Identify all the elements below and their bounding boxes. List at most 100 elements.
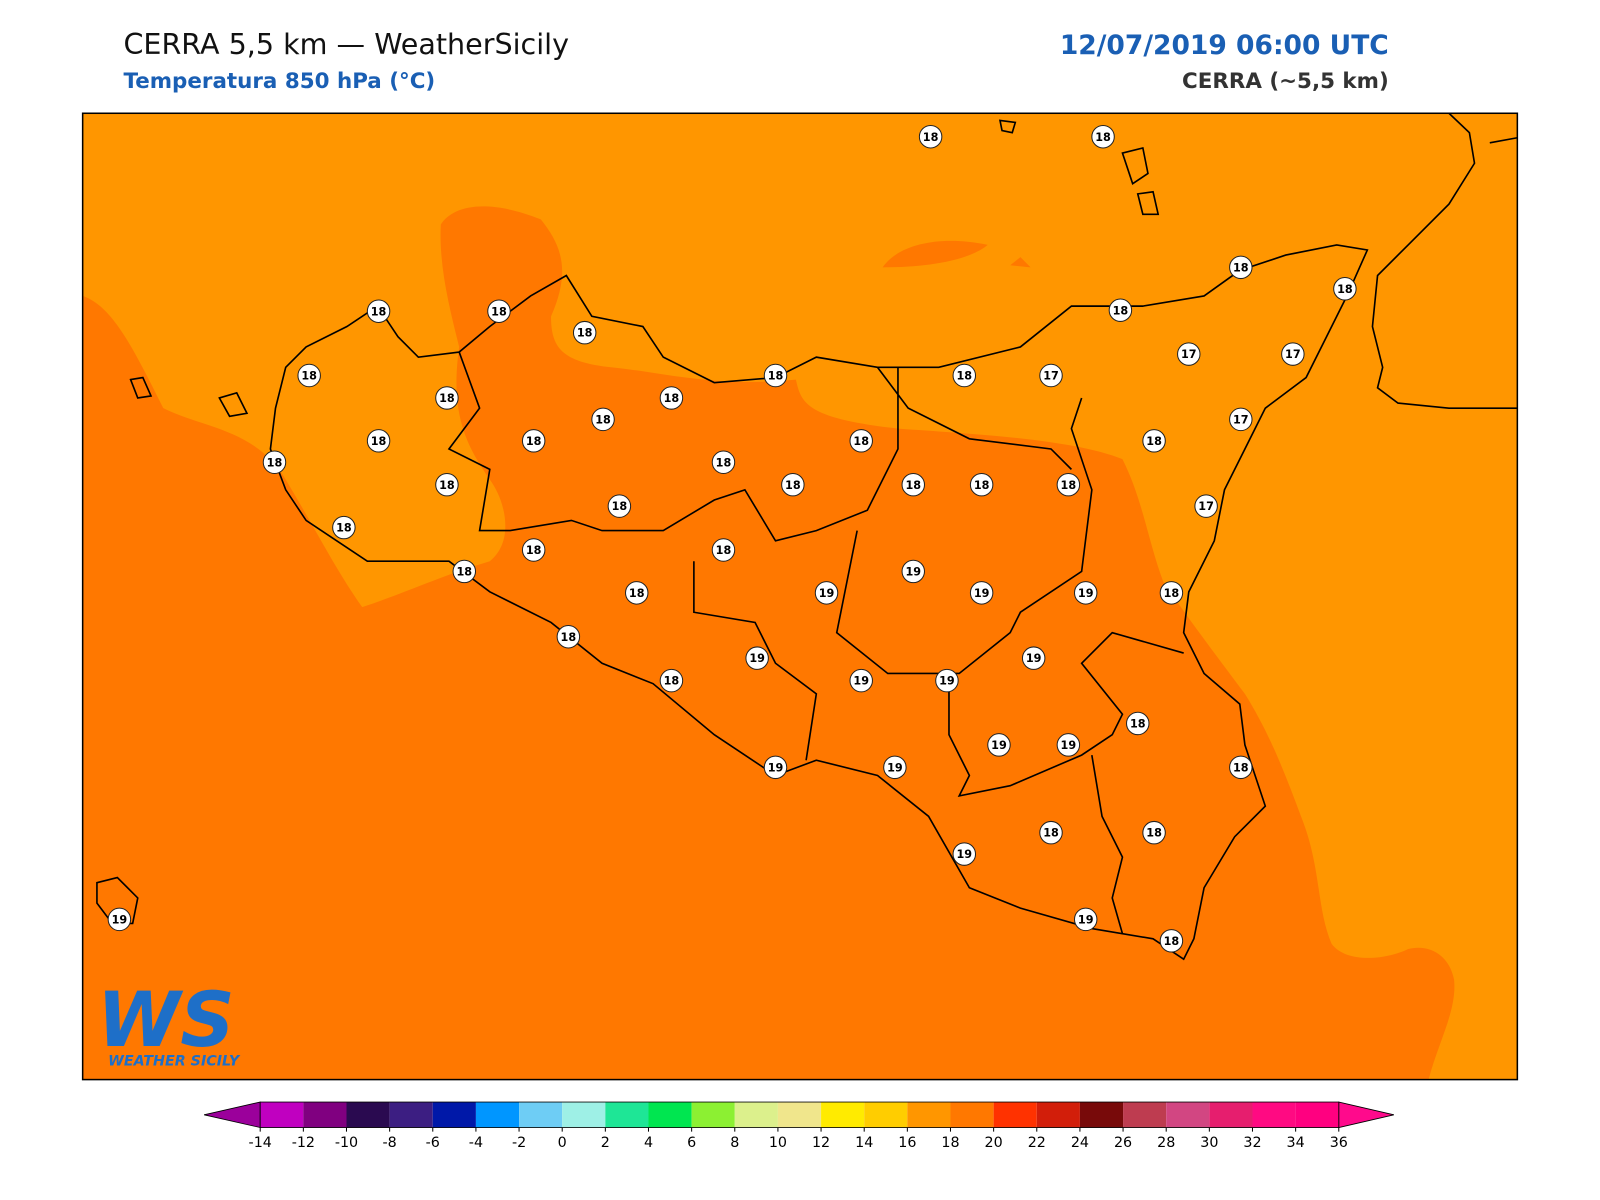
station-marker bbox=[1229, 407, 1253, 432]
station-value: 17 bbox=[1198, 500, 1214, 513]
colorbar-tick-label: 0 bbox=[558, 1135, 567, 1151]
station-value: 18 bbox=[1337, 283, 1353, 296]
station-marker bbox=[849, 429, 873, 453]
station-value: 19 bbox=[956, 848, 972, 861]
station-value: 18 bbox=[301, 370, 317, 383]
subtitle: Temperatura 850 hPa (°C) bbox=[123, 69, 435, 94]
colorbar-tick-label: 26 bbox=[1114, 1135, 1132, 1151]
station-value: 18 bbox=[526, 544, 542, 557]
station-value: 18 bbox=[1146, 827, 1162, 840]
station-marker bbox=[901, 472, 925, 497]
station-value: 18 bbox=[439, 479, 455, 492]
colorbar-segment bbox=[1036, 1102, 1080, 1128]
colorbar-segment bbox=[475, 1102, 520, 1128]
station-marker bbox=[1229, 255, 1253, 280]
station-marker bbox=[435, 386, 459, 410]
station-marker bbox=[556, 625, 581, 649]
station-marker bbox=[1108, 298, 1133, 322]
colorbar-segment bbox=[346, 1102, 390, 1128]
station-value: 18 bbox=[577, 327, 593, 340]
station-marker bbox=[987, 733, 1011, 757]
station-value: 18 bbox=[1146, 435, 1162, 448]
station-value: 19 bbox=[1078, 913, 1094, 926]
colorbar: -14 -12 -10 -8 -6 -4 -2 0 2 4 6 8 10 12 14 16 18 20 22 24 26… bbox=[203, 1101, 1394, 1151]
station-marker bbox=[625, 581, 649, 605]
colorbar-segment bbox=[562, 1102, 606, 1128]
station-value: 17 bbox=[1043, 370, 1059, 383]
colorbar-segment bbox=[648, 1102, 692, 1128]
colorbar-tick-label: 24 bbox=[1071, 1135, 1089, 1151]
station-value: 18 bbox=[853, 435, 869, 448]
station-value: 19 bbox=[905, 566, 921, 579]
station-marker bbox=[745, 646, 769, 670]
station-value: 18 bbox=[1061, 479, 1077, 492]
colorbar-segment bbox=[907, 1102, 951, 1128]
colorbar-frame bbox=[259, 1101, 1340, 1128]
station-value: 19 bbox=[939, 675, 955, 688]
station-marker bbox=[901, 559, 925, 584]
colorbar-tick-label: -8 bbox=[383, 1135, 397, 1151]
colorbar-segment bbox=[303, 1102, 347, 1128]
logo-mark: WS bbox=[97, 976, 235, 1064]
colorbar-segment bbox=[260, 1102, 304, 1128]
station-value: 17 bbox=[1233, 413, 1249, 426]
station-marker bbox=[262, 450, 287, 474]
colorbar-segment bbox=[821, 1102, 865, 1128]
colorbar-segment bbox=[777, 1102, 822, 1128]
station-marker bbox=[1159, 581, 1184, 605]
station-marker bbox=[763, 755, 788, 780]
station-value: 17 bbox=[1285, 348, 1301, 361]
station-value: 18 bbox=[1043, 827, 1059, 840]
colorbar-tick-label: 30 bbox=[1200, 1135, 1218, 1151]
colorbar-tick-label: 32 bbox=[1243, 1135, 1261, 1151]
station-value: 19 bbox=[1026, 652, 1042, 665]
islands bbox=[96, 119, 1160, 925]
station-value: 18 bbox=[768, 370, 784, 383]
colorbar-segment bbox=[1209, 1102, 1253, 1128]
station-marker bbox=[521, 429, 546, 453]
station-marker bbox=[1194, 494, 1218, 518]
colorbar-tick-label: 2 bbox=[601, 1135, 610, 1151]
colorbar-segment bbox=[519, 1102, 563, 1128]
station-marker bbox=[969, 472, 994, 497]
colorbar-tick-label: -2 bbox=[512, 1135, 526, 1151]
map-frame bbox=[81, 112, 1519, 1081]
coastline-sicily bbox=[269, 244, 1369, 961]
model-label: CERRA (~5,5 km) bbox=[1182, 69, 1389, 94]
colorbar-tick-label: 36 bbox=[1330, 1135, 1348, 1151]
station-marker bbox=[1039, 363, 1063, 388]
station-value: 18 bbox=[716, 456, 732, 469]
station-value: 18 bbox=[923, 131, 939, 144]
colorbar-segment bbox=[432, 1102, 476, 1128]
station-value: 19 bbox=[1061, 739, 1077, 752]
logo-name: WEATHER SICILY bbox=[108, 1053, 241, 1069]
station-marker bbox=[1177, 342, 1201, 366]
colorbar-tick-label: -14 bbox=[249, 1135, 272, 1151]
colorbar-over bbox=[1338, 1101, 1394, 1129]
station-marker bbox=[883, 755, 907, 780]
station-marker bbox=[332, 515, 356, 540]
colorbar-tick-label: 28 bbox=[1157, 1135, 1175, 1151]
station-marker bbox=[659, 386, 684, 410]
colorbar-segment bbox=[1295, 1102, 1339, 1128]
station-marker bbox=[952, 842, 977, 866]
map: WS WEATHER SICILY bbox=[81, 112, 1519, 1081]
station-value: 18 bbox=[1113, 304, 1129, 317]
station-marker bbox=[969, 581, 994, 605]
station-marker bbox=[711, 538, 736, 562]
datetime: 12/07/2019 06:00 UTC bbox=[1060, 30, 1389, 61]
colorbar-tick-label: 34 bbox=[1287, 1135, 1305, 1151]
colorbar-segment bbox=[691, 1102, 735, 1128]
colorbar-segment bbox=[1123, 1102, 1167, 1128]
station-marker bbox=[1159, 929, 1184, 953]
colorbar-tick-label: 10 bbox=[769, 1135, 787, 1151]
station-marker bbox=[711, 450, 736, 474]
station-marker bbox=[297, 363, 321, 388]
station-marker bbox=[781, 472, 805, 497]
station-marker bbox=[1142, 429, 1166, 453]
station-value: 18 bbox=[785, 479, 801, 492]
station-value: 18 bbox=[1164, 587, 1180, 600]
station-marker bbox=[591, 407, 615, 432]
colorbar-tick-label: -10 bbox=[335, 1135, 358, 1151]
station-marker bbox=[918, 125, 943, 149]
